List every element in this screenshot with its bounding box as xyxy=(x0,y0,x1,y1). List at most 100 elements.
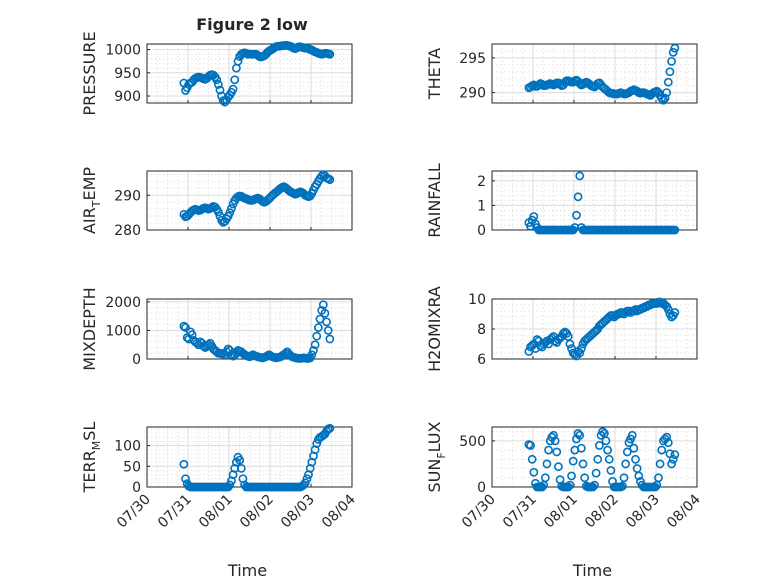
data-point xyxy=(670,43,680,53)
data-point xyxy=(213,80,223,89)
data-point xyxy=(658,95,668,105)
y-tick-label: 0 xyxy=(132,480,141,496)
data-point xyxy=(575,171,585,181)
data-point xyxy=(662,88,672,97)
y-tick-label: 290 xyxy=(114,188,141,204)
data-point xyxy=(593,454,603,464)
x-axis-label: Time xyxy=(572,561,612,580)
data-point xyxy=(212,75,222,85)
y-axis-label: THETA xyxy=(425,48,444,100)
data-point xyxy=(309,346,318,355)
data-point xyxy=(235,455,245,465)
data-point xyxy=(325,423,335,433)
data-point xyxy=(233,56,243,66)
data-point xyxy=(310,340,320,350)
data-point xyxy=(668,47,678,57)
data-point xyxy=(591,468,601,478)
y-tick-label: 0 xyxy=(477,223,486,239)
data-point xyxy=(236,463,246,473)
y-axis-label: H2OMIXRA xyxy=(425,286,444,372)
data-point xyxy=(670,450,680,460)
data-point xyxy=(598,427,608,437)
plot-frame xyxy=(146,43,353,104)
data-point xyxy=(573,192,583,202)
data-point xyxy=(627,430,637,440)
y-tick-label: 0 xyxy=(132,352,141,368)
data-point xyxy=(668,454,678,464)
data-point xyxy=(320,308,330,318)
data-point xyxy=(578,459,588,469)
data-point xyxy=(187,330,197,340)
data-point xyxy=(663,438,673,448)
data-point xyxy=(529,467,539,477)
subplot-air-temp: 280 290 AIRTEMP xyxy=(80,167,353,239)
y-tick-label: 8 xyxy=(477,322,486,338)
data-point xyxy=(542,459,552,469)
data-series xyxy=(524,427,680,492)
data-point xyxy=(230,75,240,85)
data-point xyxy=(650,482,660,492)
y-tick-label: 1 xyxy=(477,198,486,214)
data-point xyxy=(213,207,223,217)
data-point xyxy=(181,474,190,484)
data-point xyxy=(665,67,675,77)
data-point xyxy=(603,445,613,455)
data-point xyxy=(540,473,550,483)
figure-title: Figure 2 low xyxy=(196,15,308,34)
data-point xyxy=(622,447,632,457)
data-point xyxy=(572,210,581,220)
data-point xyxy=(575,348,585,358)
data-series xyxy=(179,40,335,107)
data-point xyxy=(573,429,583,438)
y-tick-label: 100 xyxy=(114,439,141,455)
data-series xyxy=(524,297,680,361)
data-point xyxy=(179,459,189,469)
y-axis-label: AIRTEMP xyxy=(80,167,103,234)
data-point xyxy=(544,445,553,455)
data-point xyxy=(325,49,335,59)
data-point xyxy=(670,308,680,317)
y-tick-label: 290 xyxy=(459,86,486,102)
data-point xyxy=(660,93,670,103)
plot-frame xyxy=(491,43,698,104)
data-point xyxy=(567,471,576,481)
data-point xyxy=(300,478,310,488)
data-point xyxy=(619,473,629,483)
y-tick-label: 0 xyxy=(477,480,486,496)
data-point xyxy=(576,443,586,453)
y-axis-label: PRESSURE xyxy=(80,31,99,115)
data-point xyxy=(580,473,590,483)
y-tick-label: 6 xyxy=(477,352,486,368)
y-tick-label: 295 xyxy=(459,51,486,67)
data-point xyxy=(281,348,290,358)
data-point xyxy=(563,482,573,492)
y-tick-label: 900 xyxy=(114,89,141,105)
data-point xyxy=(322,317,331,327)
data-point xyxy=(629,443,639,453)
data-point xyxy=(663,77,673,87)
y-tick-label: 1000 xyxy=(105,43,141,59)
data-point xyxy=(554,462,563,472)
data-point xyxy=(565,480,575,490)
subplot-rainfall: 0 1 2 RAINFALL xyxy=(425,163,698,239)
y-tick-label: 280 xyxy=(114,223,141,239)
data-point xyxy=(526,441,535,450)
data-point xyxy=(225,480,235,490)
data-point xyxy=(604,454,614,464)
y-axis-label: TERRMSL xyxy=(80,422,103,494)
data-point xyxy=(654,473,663,483)
data-series xyxy=(524,171,680,235)
data-point xyxy=(179,321,189,331)
data-point xyxy=(588,482,598,492)
data-point xyxy=(601,436,611,446)
data-point xyxy=(307,350,317,360)
data-point xyxy=(565,339,575,349)
data-point xyxy=(549,430,558,440)
data-point xyxy=(227,204,236,213)
data-point xyxy=(313,323,323,332)
x-axis-label: Time xyxy=(227,561,267,580)
y-tick-label: 2000 xyxy=(105,295,141,311)
data-point xyxy=(325,334,335,344)
data-point xyxy=(302,474,312,484)
